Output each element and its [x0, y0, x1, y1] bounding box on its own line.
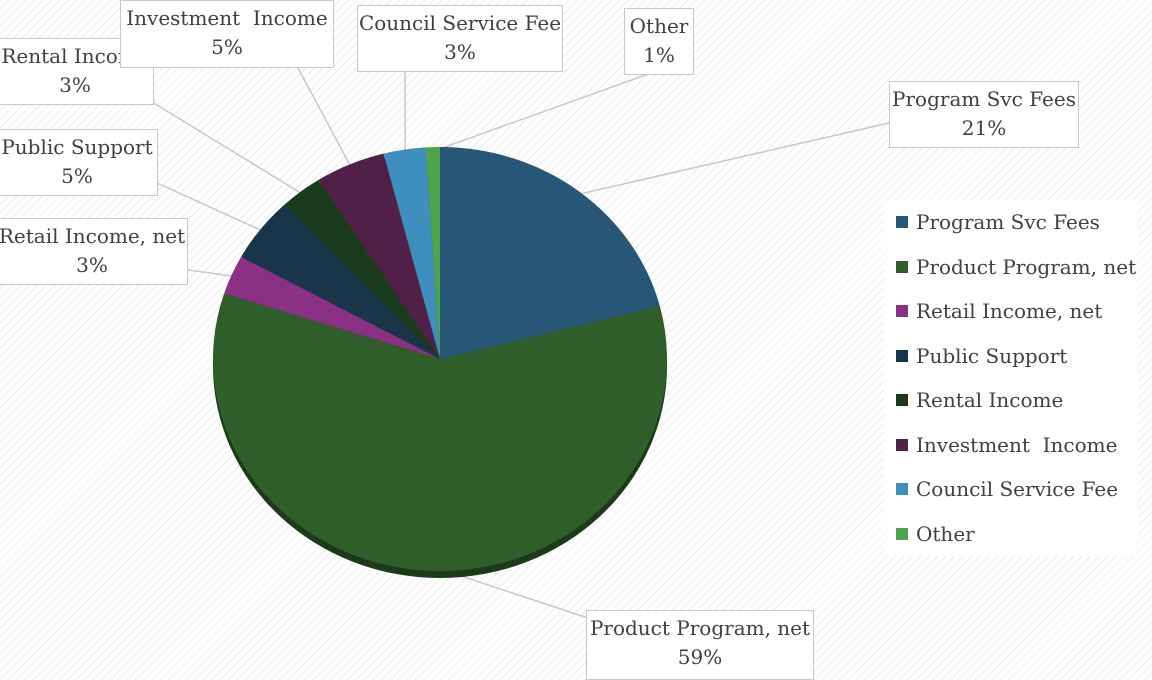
legend-swatch	[896, 261, 908, 273]
legend-item-program-svc-fees: Program Svc Fees	[896, 207, 1100, 237]
legend-label: Program Svc Fees	[916, 210, 1100, 234]
leader-line-retail-income	[188, 270, 236, 277]
legend-label: Investment Income	[916, 433, 1117, 457]
data-label-name: Other	[625, 12, 693, 41]
data-label-name: Investment Income	[121, 4, 333, 33]
data-label-retail-income: Retail Income, net 3%	[0, 218, 188, 285]
legend-item-product-program: Product Program, net	[896, 252, 1136, 282]
data-label-other: Other 1%	[624, 8, 694, 75]
data-label-public-support: Public Support 5%	[0, 129, 158, 196]
legend: Program Svc Fees Product Program, net Re…	[884, 200, 1138, 556]
leader-line-investment-income	[298, 68, 352, 168]
legend-item-public-support: Public Support	[896, 341, 1067, 371]
legend-label: Product Program, net	[916, 255, 1136, 279]
legend-swatch	[896, 483, 908, 495]
legend-swatch	[896, 350, 908, 362]
legend-item-council-service-fee: Council Service Fee	[896, 474, 1118, 504]
data-label-value: 59%	[587, 643, 813, 672]
leader-line-rental-income	[152, 102, 304, 195]
data-label-name: Retail Income, net	[0, 222, 187, 251]
legend-swatch	[896, 528, 908, 540]
leader-line-program-svc-fees	[576, 123, 889, 195]
legend-label: Retail Income, net	[916, 299, 1102, 323]
legend-item-retail-income: Retail Income, net	[896, 296, 1102, 326]
legend-swatch	[896, 216, 908, 228]
pie-slices	[213, 147, 667, 578]
legend-label: Council Service Fee	[916, 477, 1118, 501]
data-label-name: Council Service Fee	[358, 9, 562, 38]
legend-label: Rental Income	[916, 388, 1063, 412]
data-label-investment-income: Investment Income 5%	[120, 0, 334, 68]
data-label-name: Product Program, net	[587, 614, 813, 643]
legend-item-rental-income: Rental Income	[896, 385, 1063, 415]
legend-swatch	[896, 439, 908, 451]
data-label-value: 21%	[890, 114, 1078, 143]
data-label-name: Public Support	[0, 133, 157, 162]
legend-swatch	[896, 305, 908, 317]
legend-item-investment-income: Investment Income	[896, 430, 1117, 460]
data-label-product-program: Product Program, net 59%	[586, 610, 814, 680]
data-label-name: Program Svc Fees	[890, 85, 1078, 114]
data-label-value: 3%	[0, 251, 187, 280]
legend-item-other: Other	[896, 519, 975, 549]
leader-line-other	[433, 68, 665, 151]
legend-label: Public Support	[916, 344, 1067, 368]
data-label-council-service-fee: Council Service Fee 3%	[357, 5, 563, 72]
data-label-value: 5%	[121, 33, 333, 62]
data-label-value: 3%	[358, 38, 562, 67]
data-label-value: 1%	[625, 41, 693, 70]
data-label-program-svc-fees: Program Svc Fees 21%	[889, 81, 1079, 148]
data-label-value: 5%	[0, 162, 157, 191]
legend-swatch	[896, 394, 908, 406]
legend-label: Other	[916, 522, 975, 546]
data-label-value: 3%	[0, 71, 153, 100]
